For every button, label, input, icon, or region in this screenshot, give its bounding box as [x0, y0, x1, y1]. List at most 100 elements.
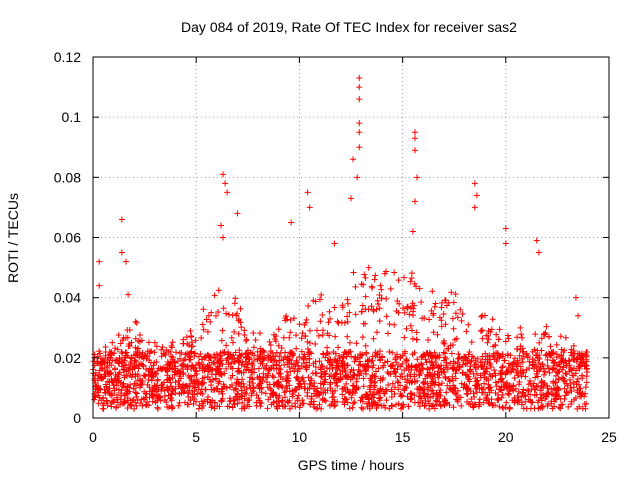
data-point [262, 390, 269, 397]
data-point [371, 391, 378, 398]
data-point [320, 350, 327, 357]
data-point [337, 376, 344, 383]
data-point [161, 350, 168, 357]
data-point [306, 355, 313, 362]
data-point [331, 240, 338, 247]
data-point [348, 394, 355, 401]
data-point [416, 372, 423, 379]
data-point [261, 355, 268, 362]
data-point [270, 353, 277, 360]
data-point [407, 396, 414, 403]
data-point [466, 378, 473, 385]
data-point [116, 369, 123, 376]
data-point [108, 349, 115, 356]
data-point [243, 349, 250, 356]
data-point [374, 351, 381, 358]
data-point [493, 349, 500, 356]
data-point [290, 315, 297, 322]
data-point [479, 353, 486, 360]
data-point [489, 316, 496, 323]
data-point [231, 397, 238, 404]
data-point [419, 315, 426, 322]
data-point [519, 334, 526, 341]
x-axis-label: GPS time / hours [298, 457, 405, 473]
data-point [114, 346, 121, 353]
data-point [466, 367, 473, 374]
data-point [548, 398, 555, 405]
data-point [152, 399, 159, 406]
x-tick-label: 25 [601, 429, 617, 445]
data-point [567, 364, 574, 371]
data-point [518, 373, 525, 380]
data-point [262, 365, 269, 372]
data-point [100, 395, 107, 402]
data-point [501, 357, 508, 364]
data-point [353, 375, 360, 382]
data-point [376, 395, 383, 402]
data-point [257, 345, 264, 352]
data-point [536, 355, 543, 362]
data-point [335, 344, 342, 351]
data-point [576, 403, 583, 410]
data-point [408, 327, 415, 334]
data-point [450, 389, 457, 396]
data-point [99, 356, 106, 363]
data-point [447, 386, 454, 393]
data-point [111, 398, 118, 405]
data-point [517, 368, 524, 375]
data-point [130, 385, 137, 392]
data-point [216, 358, 223, 365]
data-point [287, 368, 294, 375]
data-point [102, 343, 109, 350]
data-point [227, 397, 234, 404]
data-point [308, 395, 315, 402]
data-point [344, 333, 351, 340]
data-point [286, 357, 293, 364]
data-point [239, 399, 246, 406]
data-point [450, 404, 457, 411]
data-point [250, 344, 257, 351]
data-point [235, 365, 242, 372]
x-tick-label: 0 [89, 429, 97, 445]
data-point [463, 390, 470, 397]
data-point [548, 386, 555, 393]
data-point [528, 386, 535, 393]
data-point [119, 350, 126, 357]
data-point [298, 383, 305, 390]
y-tick-label: 0.04 [54, 290, 81, 306]
data-point [581, 393, 588, 400]
data-point [442, 297, 449, 304]
data-point [167, 348, 174, 355]
data-point [135, 365, 142, 372]
data-point [353, 340, 360, 347]
data-point [411, 198, 418, 205]
data-point [407, 373, 414, 380]
data-point [169, 339, 176, 346]
data-point [136, 331, 143, 338]
data-point [425, 398, 432, 405]
data-point [135, 345, 142, 352]
data-point [579, 390, 586, 397]
data-point [429, 288, 436, 295]
data-point [546, 350, 553, 357]
data-point [369, 364, 376, 371]
y-tick-label: 0.1 [62, 109, 82, 125]
data-point [459, 369, 466, 376]
data-point [553, 354, 560, 361]
data-point [164, 403, 171, 410]
data-point [358, 370, 365, 377]
data-point [493, 331, 500, 338]
data-point [364, 357, 371, 364]
data-point [525, 396, 532, 403]
data-point [247, 349, 254, 356]
data-point [158, 346, 165, 353]
data-point [312, 341, 319, 347]
data-point [462, 354, 469, 361]
data-point [427, 364, 434, 371]
data-point [539, 361, 546, 368]
data-point [220, 171, 227, 178]
chart-title: Day 084 of 2019, Rate Of TEC Index for r… [181, 19, 517, 35]
data-point [406, 311, 413, 318]
data-point [176, 399, 183, 406]
data-point [294, 359, 301, 366]
